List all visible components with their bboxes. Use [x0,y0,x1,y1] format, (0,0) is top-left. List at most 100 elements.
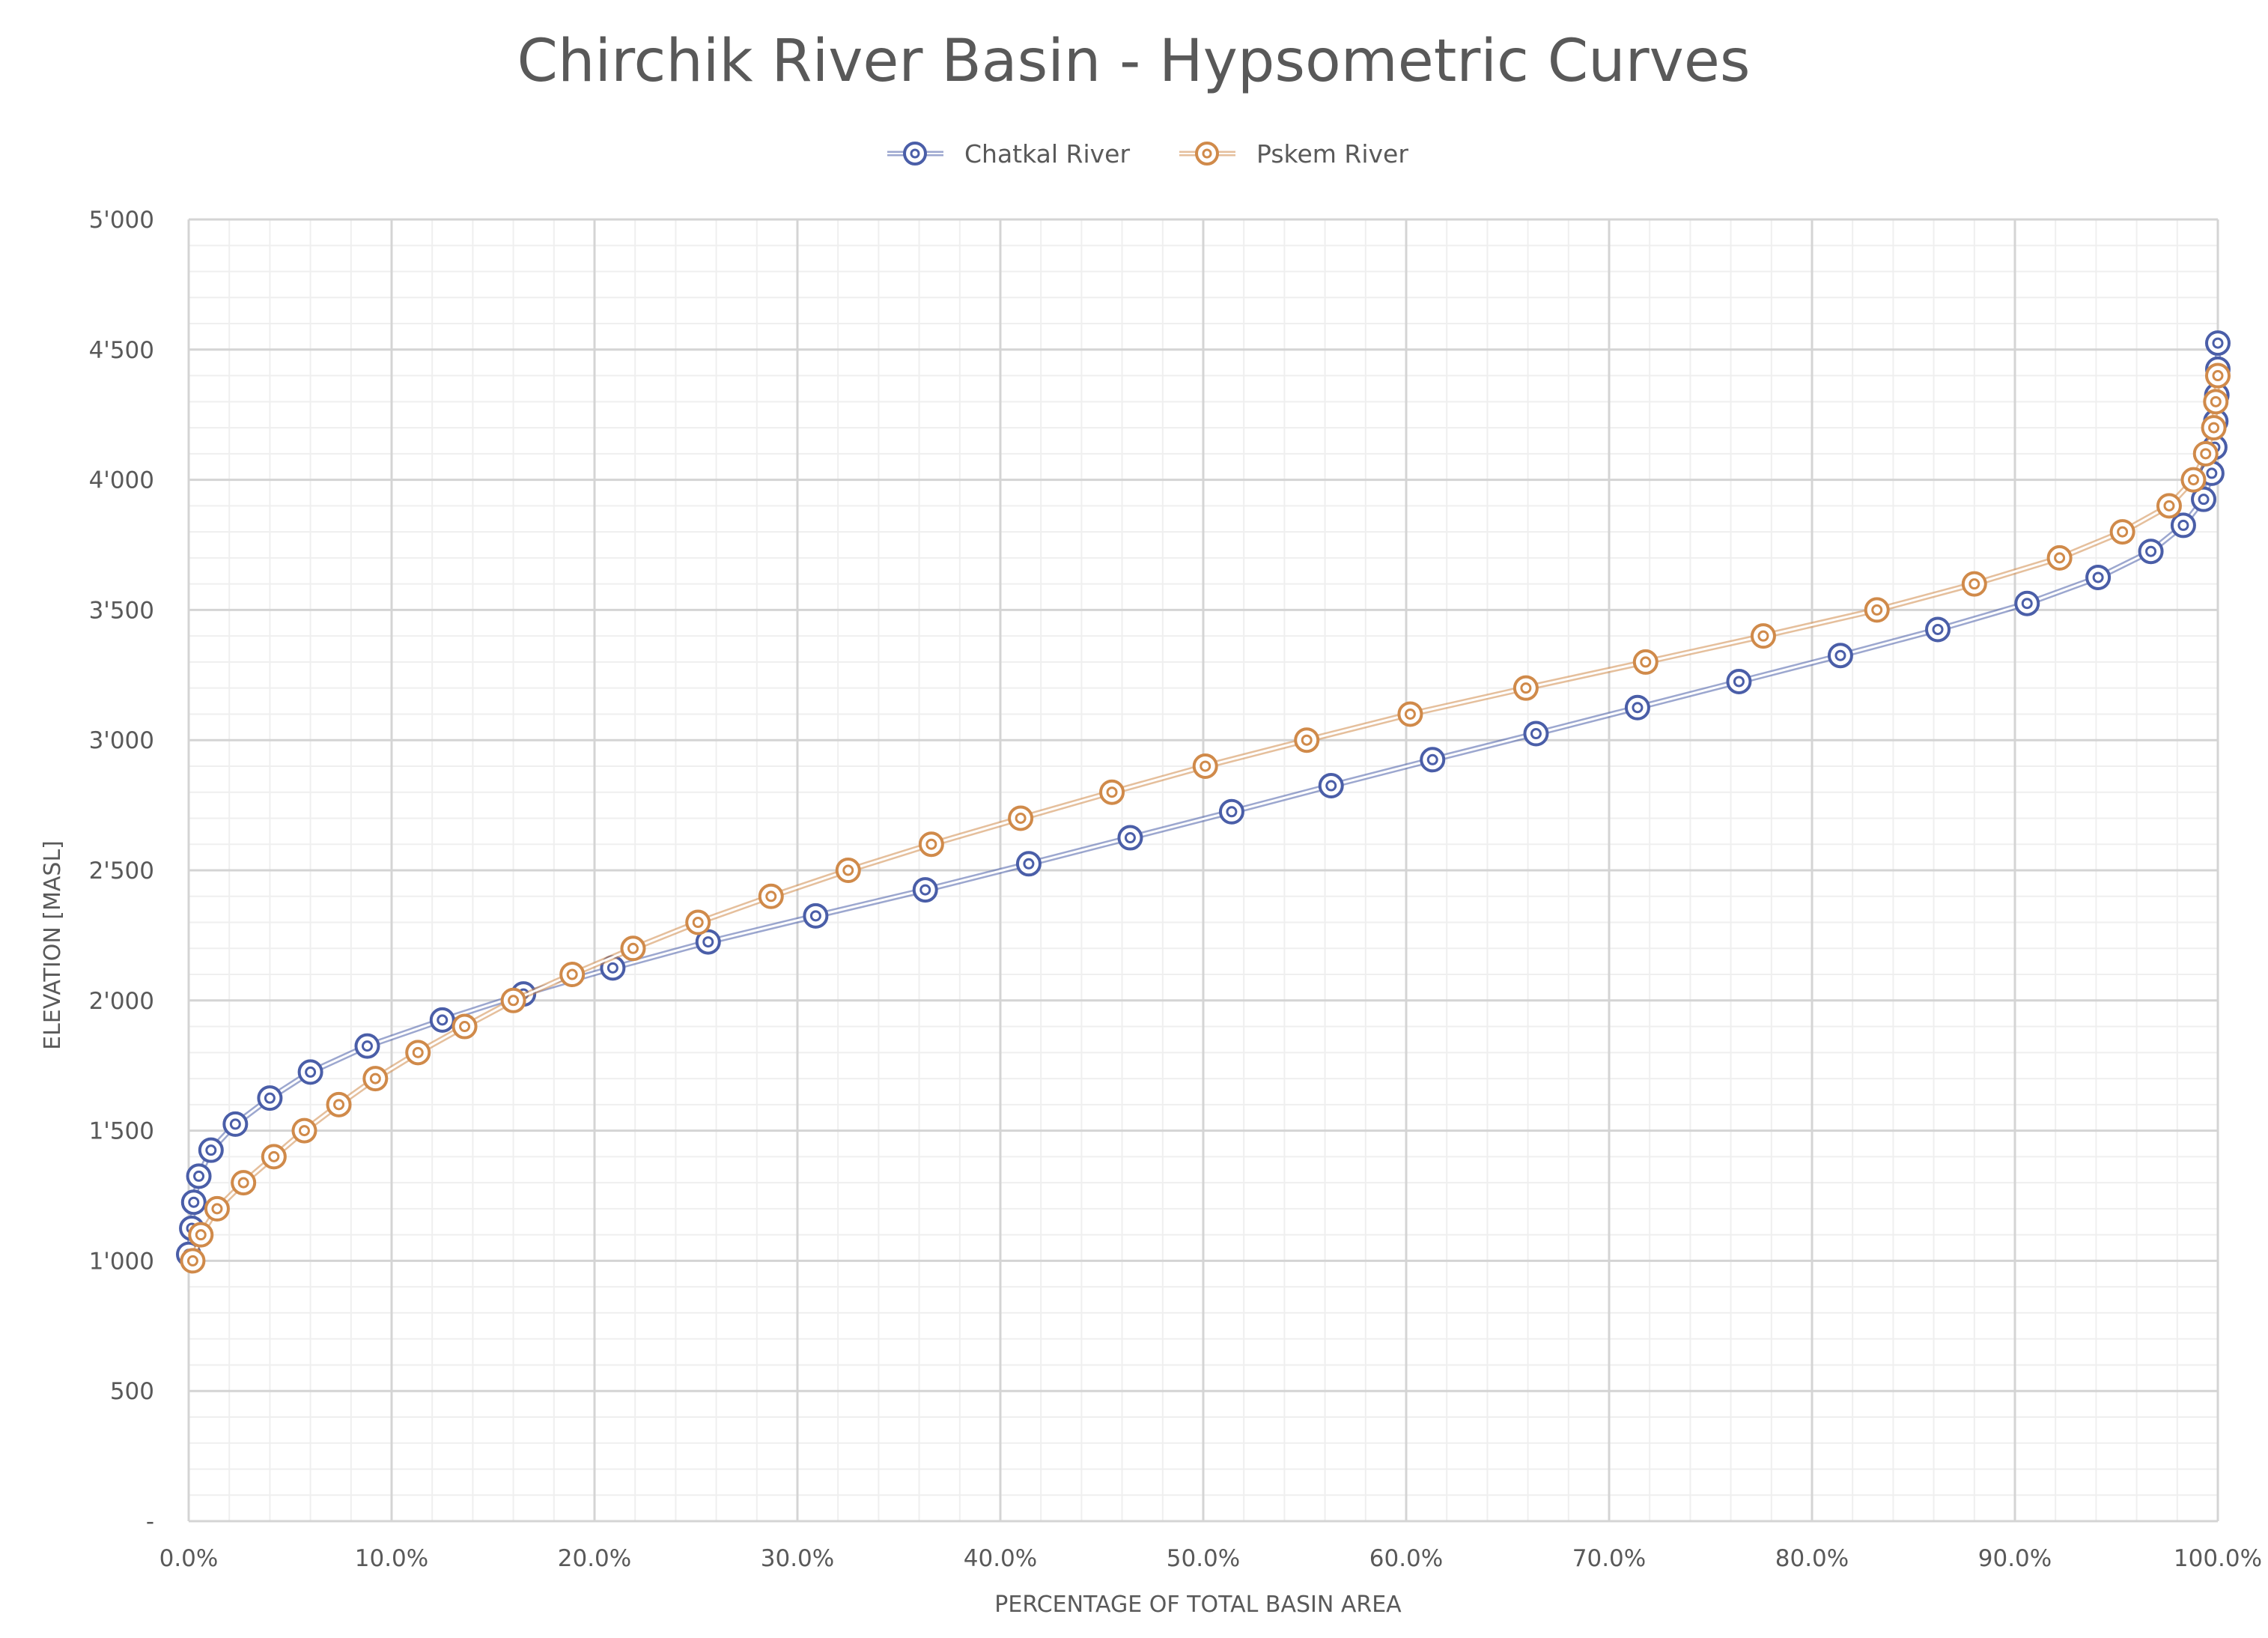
data-point-inner-ring [305,1066,317,1078]
data-point-inner-ring [566,968,578,980]
data-point-inner-ring [627,942,639,954]
data-point-inner-ring [1932,623,1944,635]
data-point [1961,571,1987,597]
series-pskem-river [180,363,2231,1274]
x-tick-label: 90.0% [1978,1545,2052,1572]
data-point-inner-ring [508,995,520,1007]
y-tick-label: 3'500 [89,597,154,624]
data-point [231,1170,257,1196]
data-point-inner-ring [193,1170,205,1182]
data-point-inner-ring [2163,500,2175,512]
data-point-inner-ring [2212,370,2224,382]
data-point-inner-ring [1325,780,1337,792]
data-point [2201,415,2227,441]
data-point [1523,721,1549,747]
data-point-inner-ring [1968,578,1980,590]
data-point [1726,668,1752,694]
data-point [500,987,526,1013]
data-point-inner-ring [229,1118,241,1130]
data-point [180,1248,206,1274]
data-point-inner-ring [2210,395,2222,407]
data-point-inner-ring [809,910,821,922]
data-point [198,1137,224,1163]
data-point [180,1189,207,1216]
data-point-inner-ring [2200,448,2212,460]
x-tick-label: 100.0% [2174,1545,2262,1572]
y-tick-label: 3'000 [89,727,154,754]
data-point [257,1085,283,1111]
data-point-inner-ring [211,1203,223,1215]
data-point [354,1033,380,1059]
data-point [2109,519,2135,545]
data-point-inner-ring [361,1040,373,1052]
x-axis-tick-labels: 0.0% 10.0% 20.0% 30.0% 40.0% 50.0% 60.0% 70.0% 8… [159,1545,2262,1572]
data-point-inner-ring [369,1073,381,1085]
data-point [326,1091,352,1117]
y-axis-title: ELEVATION [MASL] [40,840,66,1050]
data-point-inner-ring [1023,858,1035,870]
data-point-inner-ring [333,1099,345,1111]
x-tick-label: 10.0% [355,1545,428,1572]
data-point-inner-ring [1871,604,1883,616]
data-point [1750,623,1776,649]
y-tick-label: 4'000 [89,467,154,494]
data-point-inner-ring [2187,474,2199,486]
data-point [559,962,586,988]
data-point [222,1111,249,1137]
data-point-inner-ring [1404,708,1416,720]
data-point-inner-ring [237,1177,249,1189]
data-point-inner-ring [186,1255,198,1267]
y-tick-label: 5'000 [89,207,154,234]
data-point-inner-ring [1757,630,1769,642]
chart-title: Chirchik River Basin - Hypsometric Curve… [517,28,1751,95]
legend-item-pskem-river: Pskem River [1179,139,1408,169]
data-point [758,883,784,909]
data-point-inner-ring [2054,552,2066,564]
data-point-inner-ring [1834,649,1846,661]
data-point [1015,851,1042,877]
data-point-inner-ring [2198,494,2210,506]
data-point [1624,694,1650,721]
y-tick-label: 1'000 [89,1248,154,1275]
data-point [2205,330,2231,357]
data-point [803,903,829,929]
x-axis-title: PERCENTAGE OF TOTAL BASIN AREA [994,1592,1402,1618]
data-point [1420,747,1446,773]
x-tick-label: 50.0% [1167,1545,1240,1572]
y-tick-label: - [146,1508,154,1535]
data-point [1318,773,1344,799]
data-point-inner-ring [1200,760,1211,772]
y-tick-label: 2'500 [89,858,154,885]
data-point [2191,486,2217,512]
data-point-inner-ring [1301,734,1313,746]
legend-label: Chatkal River [964,139,1130,169]
data-point-inner-ring [1530,728,1542,740]
data-point-inner-ring [412,1046,424,1058]
data-point [2192,440,2219,467]
data-point-inner-ring [188,1196,200,1208]
data-point [297,1059,323,1085]
series-layer [176,330,2231,1274]
legend: Chatkal River Pskem River [887,139,1408,169]
data-point [835,858,861,883]
data-point [1512,675,1539,701]
data-point [261,1144,287,1170]
data-point-inner-ring [2212,337,2224,349]
data-point-inner-ring [298,1125,310,1137]
data-point [188,1222,214,1248]
legend-label: Pskem River [1256,139,1408,169]
data-point [685,909,711,935]
data-point-inner-ring [606,962,618,974]
data-point-inner-ring [765,891,777,903]
data-point [2180,467,2207,493]
data-point [204,1195,230,1222]
data-point-inner-ring [1426,753,1438,765]
data-point [1925,616,1951,643]
data-point [1099,779,1125,805]
data-point-inner-ring [2177,519,2189,531]
data-point [405,1040,431,1066]
data-point [1008,805,1034,831]
data-point [452,1013,478,1040]
x-tick-label: 40.0% [964,1545,1037,1572]
data-point-inner-ring [195,1229,207,1241]
